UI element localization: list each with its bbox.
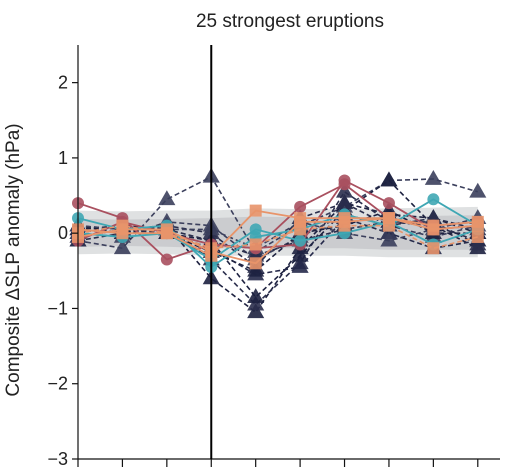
circle-marker <box>294 234 307 247</box>
series-layer <box>69 167 487 319</box>
square-marker <box>471 230 484 243</box>
y-tick-label: −3 <box>47 449 68 469</box>
y-tick-label: −2 <box>47 374 68 394</box>
triangle-marker <box>247 295 265 311</box>
series-line <box>77 198 479 268</box>
triangle-marker <box>247 303 265 319</box>
triangle-marker <box>158 190 176 206</box>
axes-layer: −3 −2 −1 0 1 2 <box>47 45 500 469</box>
circle-marker <box>382 197 395 210</box>
square-marker <box>160 227 173 240</box>
square-marker <box>427 242 440 255</box>
triangle-marker <box>380 231 398 247</box>
triangle-marker <box>247 288 265 304</box>
circle-marker <box>427 193 440 206</box>
square-marker <box>116 219 129 232</box>
triangle-marker <box>291 246 309 262</box>
y-tick-label: −1 <box>47 298 68 318</box>
circle-marker <box>249 223 262 236</box>
triangle-marker <box>291 258 309 273</box>
square-marker <box>249 238 262 251</box>
circle-marker <box>338 174 351 187</box>
series-line <box>77 221 479 257</box>
triangle-marker <box>380 171 398 187</box>
series-line <box>77 220 479 261</box>
square-marker <box>382 219 395 232</box>
triangle-marker <box>469 182 487 198</box>
square-marker <box>471 219 484 232</box>
y-tick-label: 2 <box>58 73 68 93</box>
triangle-marker <box>335 194 354 209</box>
square-marker <box>338 219 351 232</box>
series-17 <box>72 219 484 255</box>
series-line <box>77 224 478 250</box>
circle-marker <box>294 200 307 213</box>
square-marker <box>249 257 262 270</box>
square-marker <box>294 223 307 236</box>
y-tick-label: 0 <box>58 223 68 243</box>
y-axis-label: Composite ΔSLP anomaly (hPa) <box>3 123 24 396</box>
square-marker <box>249 204 262 217</box>
triangle-marker <box>424 169 442 185</box>
y-tick-label: 1 <box>58 148 68 168</box>
circle-marker <box>160 253 173 266</box>
chart-title: 25 strongest eruptions <box>196 11 384 32</box>
square-marker <box>427 223 440 236</box>
series-line <box>77 175 479 253</box>
series-line <box>77 209 478 257</box>
triangle-marker <box>113 239 131 255</box>
